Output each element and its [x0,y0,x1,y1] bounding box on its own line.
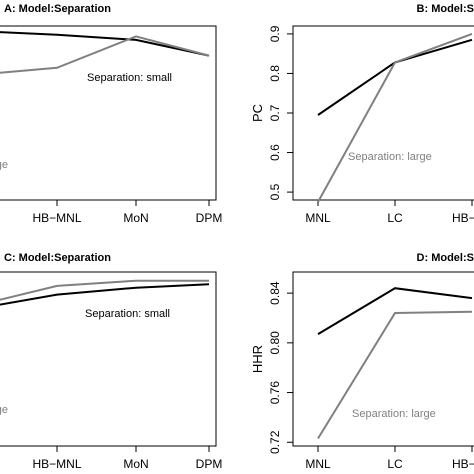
panel-d-series-black-line [317,287,473,335]
panel-b-xtick-label: MNL [305,211,331,225]
panel-a-title: A: Model:Separation [4,3,111,15]
panel-d-ytick-label: 0.76 [268,381,282,405]
panel-b-ytick-label: 0.6 [268,144,282,161]
panel-c-xtick-label: MoN [123,457,148,471]
panel-c-annotation-small: Separation: small [85,308,170,320]
panel-c-title: C: Model:Separation [4,252,111,264]
panel-a-xtick-label: HB−MNL [32,211,81,225]
panel-b-y-axis: 0.5 0.6 0.7 0.8 0.9 [268,25,293,200]
panel-b-ytick-label: 0.5 [268,183,282,200]
panel-c-box [0,271,217,447]
panel-a-series-black-line [0,31,210,57]
panel-d-y-axis-label: HHR [250,345,265,373]
panel-a-box [0,25,217,201]
panel-b-y-axis-label: PC [250,104,265,122]
panel-a-annotation-small: Separation: small [87,72,172,84]
panel-c-annotation-large: arge [0,404,8,416]
panel-b-ytick-label: 0.9 [268,25,282,42]
panel-b-title: B: Model:S [417,3,474,15]
panel-d-title: D: Model:S [417,252,474,264]
panel-c-xtick-label: HB−MNL [32,457,81,471]
panel-a: A: Model:Separation HB−MNL MoN DPM Separ… [0,3,222,225]
panel-d-box [292,271,474,447]
panel-c-series-gray-line [0,279,209,301]
panel-d-ytick-label: 0.80 [268,331,282,355]
panel-b-ytick-label: 0.8 [268,65,282,82]
panel-a-xtick-label: DPM [196,211,223,225]
panel-b-series-black-line [317,38,473,116]
panel-d-series-gray-line [317,310,473,440]
panel-b-ytick-label: 0.7 [268,104,282,121]
panel-d-annotation-large: Separation: large [352,408,436,420]
panel-d-ytick-label: 0.84 [268,281,282,305]
panel-d-xtick-label: LC [387,457,403,471]
panel-b-annotation-large: Separation: large [348,151,432,163]
panel-b-xtick-label: LC [387,211,403,225]
panel-c-xtick-label: DPM [196,457,223,471]
panel-b-xtick-label: HB−I [452,211,474,225]
panel-b-series-gray-line [317,32,473,203]
panel-c: C: Model:Separation HB−MNL MoN DPM Separ… [0,252,222,471]
panel-a-xtick-label: MoN [123,211,148,225]
panel-d: D: Model:S 0.72 0.76 0.80 0.84 HHR MNL L… [250,252,474,471]
panel-c-series-black-line [0,283,210,306]
panel-a-annotation-large: arge [0,159,8,171]
panel-d-y-axis: 0.72 0.76 0.80 0.84 [268,281,293,454]
panel-d-xtick-label: HB−I [452,457,474,471]
panel-b: B: Model:S 0.5 0.6 0.7 0.8 0.9 PC MNL LC… [250,3,474,225]
panel-d-xtick-label: MNL [305,457,331,471]
panel-a-series-gray-line [0,35,210,74]
panel-d-ytick-label: 0.72 [268,430,282,454]
